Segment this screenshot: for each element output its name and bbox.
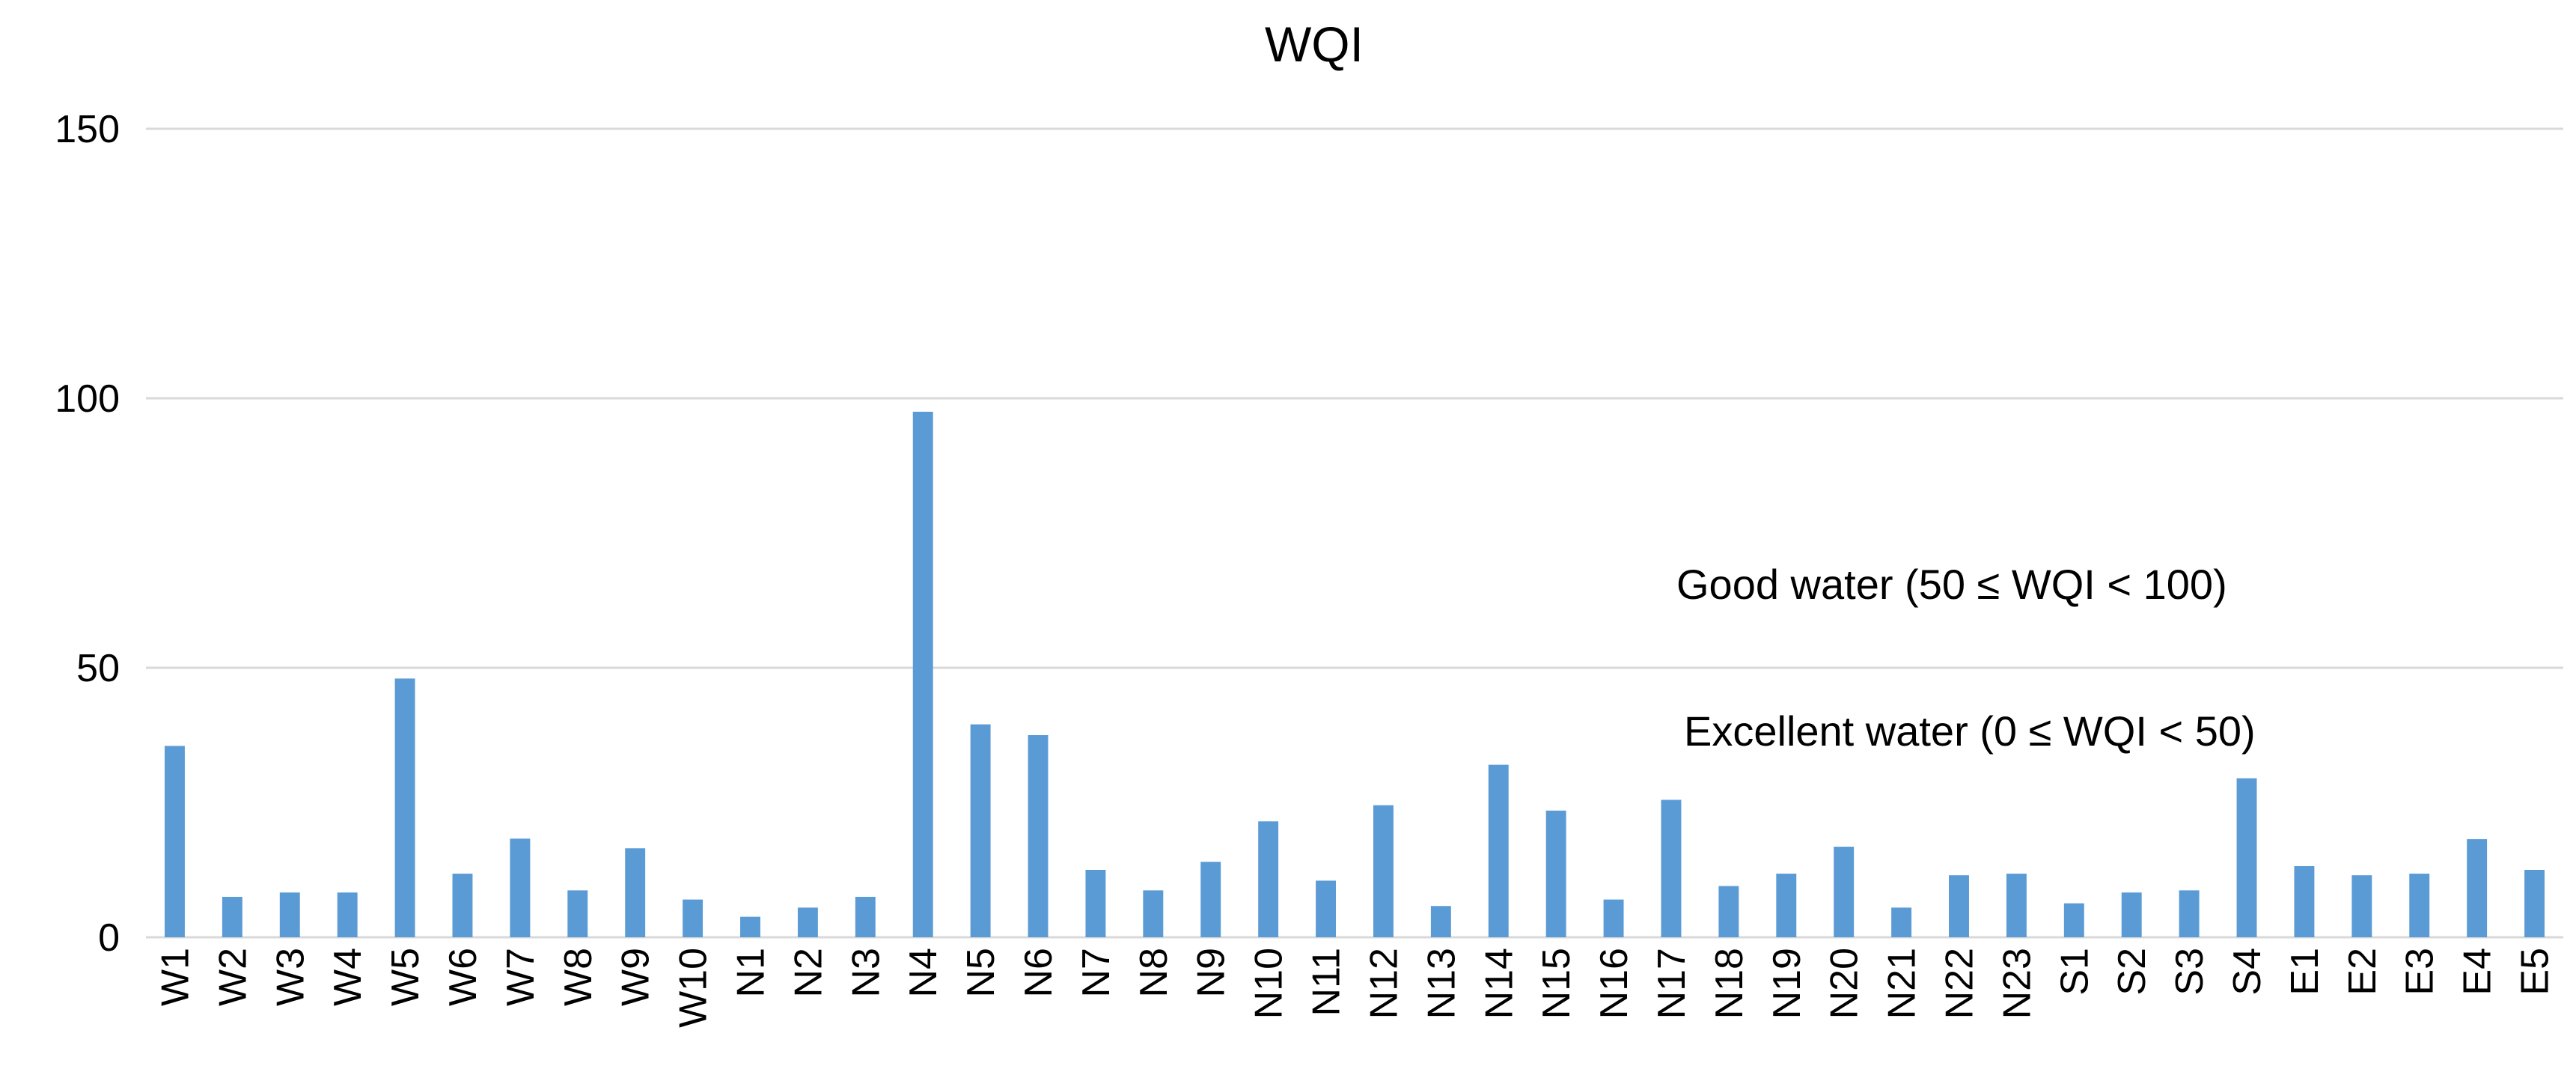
bar-s4: [2236, 778, 2257, 937]
bar-n9: [1200, 862, 1221, 937]
bar-e3: [2409, 874, 2430, 937]
bar-n13: [1430, 906, 1451, 937]
x-tick-label: W9: [614, 948, 658, 1006]
bar-n22: [1949, 875, 1969, 937]
bar-e2: [2351, 875, 2372, 937]
bar-w7: [510, 838, 531, 937]
x-tick-label: N12: [1362, 948, 1405, 1019]
x-tick-label: N5: [959, 948, 1003, 997]
x-tick-label: S3: [2168, 948, 2212, 996]
bar-s1: [2063, 903, 2084, 937]
bar-n19: [1776, 874, 1797, 937]
bar-n6: [1028, 735, 1049, 937]
bar-n14: [1488, 764, 1509, 937]
x-tick-label: N15: [1535, 948, 1578, 1019]
x-tick-label: W5: [384, 948, 427, 1006]
bar-w4: [337, 892, 358, 937]
bar-w9: [625, 848, 646, 937]
y-tick-label: 50: [76, 647, 120, 690]
bar-n11: [1316, 880, 1337, 937]
bar-n15: [1545, 810, 1566, 937]
bar-w8: [567, 890, 588, 937]
bar-n1: [740, 916, 760, 937]
bar-n3: [855, 897, 876, 937]
x-tick-label: S4: [2226, 948, 2269, 996]
y-tick-label: 150: [55, 108, 120, 151]
x-tick-label: W3: [269, 948, 312, 1006]
bar-e5: [2524, 870, 2545, 937]
x-tick-label: N1: [730, 948, 773, 997]
y-tick-label: 0: [98, 916, 120, 960]
bar-n21: [1891, 907, 1912, 937]
x-tick-label: W10: [672, 948, 715, 1028]
x-tick-label: E3: [2399, 948, 2442, 996]
annotation-good-water: Good water (50 ≤ WQI < 100): [1676, 561, 2227, 608]
x-tick-label: N16: [1593, 948, 1636, 1019]
x-tick-label: S2: [2110, 948, 2154, 996]
x-axis-ticks: W1 W2 W3 W4 W5 W6 W7 W8 W9 W10 N1 N2 N3 N4 N5 N6 N7 N8 N9 N…: [153, 948, 2557, 1028]
x-tick-label: N14: [1477, 948, 1521, 1019]
bar-n17: [1661, 800, 1682, 937]
x-tick-label: N13: [1420, 948, 1463, 1019]
x-tick-label: N7: [1075, 948, 1118, 997]
bar-n8: [1143, 890, 1164, 937]
bar-w6: [452, 874, 473, 937]
x-tick-label: N9: [1190, 948, 1233, 997]
bar-e1: [2294, 865, 2315, 937]
x-tick-label: N10: [1248, 948, 1291, 1019]
annotation-excellent-water: Excellent water (0 ≤ WQI < 50): [1684, 707, 2256, 755]
x-tick-label: N4: [902, 948, 945, 997]
x-tick-label: W7: [499, 948, 543, 1006]
x-tick-label: N19: [1765, 948, 1809, 1019]
chart-title: WQI: [1265, 16, 1364, 72]
bar-w1: [164, 746, 185, 937]
bar-n23: [2006, 874, 2027, 937]
x-tick-label: N20: [1823, 948, 1867, 1019]
x-tick-label: E4: [2456, 948, 2500, 996]
x-tick-label: N22: [1938, 948, 1982, 1019]
bar-e4: [2467, 838, 2488, 937]
x-tick-label: N11: [1305, 948, 1349, 1017]
annotations-layer: Good water (50 ≤ WQI < 100) Excellent wa…: [1676, 561, 2256, 755]
x-tick-label: N18: [1708, 948, 1751, 1019]
bar-n20: [1834, 847, 1855, 937]
bar-n18: [1718, 886, 1739, 937]
bar-w2: [222, 897, 242, 937]
x-tick-label: S1: [2053, 948, 2096, 996]
x-tick-label: E1: [2283, 948, 2327, 996]
x-tick-label: N3: [844, 948, 888, 997]
x-tick-label: N17: [1650, 948, 1694, 1019]
x-tick-label: W2: [211, 948, 254, 1006]
bar-s2: [2121, 892, 2142, 937]
bar-n4: [912, 412, 933, 937]
bars-layer: [164, 412, 2545, 937]
bar-n10: [1258, 821, 1279, 937]
bar-n12: [1373, 805, 1394, 937]
bar-s3: [2179, 890, 2200, 937]
x-tick-label: W4: [326, 948, 370, 1006]
bar-n16: [1603, 899, 1624, 937]
x-tick-label: N6: [1017, 948, 1060, 997]
x-tick-label: W8: [557, 948, 600, 1006]
x-tick-label: N23: [1995, 948, 2039, 1019]
bar-w5: [394, 678, 415, 937]
bar-w3: [279, 892, 300, 937]
x-tick-label: N8: [1132, 948, 1176, 997]
bar-n5: [970, 724, 991, 937]
x-tick-label: N21: [1881, 948, 1924, 1019]
x-tick-label: N2: [787, 948, 830, 997]
x-tick-label: E5: [2514, 948, 2557, 996]
bar-n2: [797, 907, 818, 937]
bar-w10: [683, 899, 703, 937]
bar-n7: [1085, 870, 1106, 937]
x-tick-label: W1: [153, 948, 197, 1006]
grid-layer: [146, 127, 2563, 939]
x-tick-label: E2: [2341, 948, 2384, 996]
y-axis-ticks: 0 50 100 150: [55, 108, 120, 960]
x-tick-label: W6: [442, 948, 485, 1006]
y-tick-label: 100: [55, 377, 120, 421]
